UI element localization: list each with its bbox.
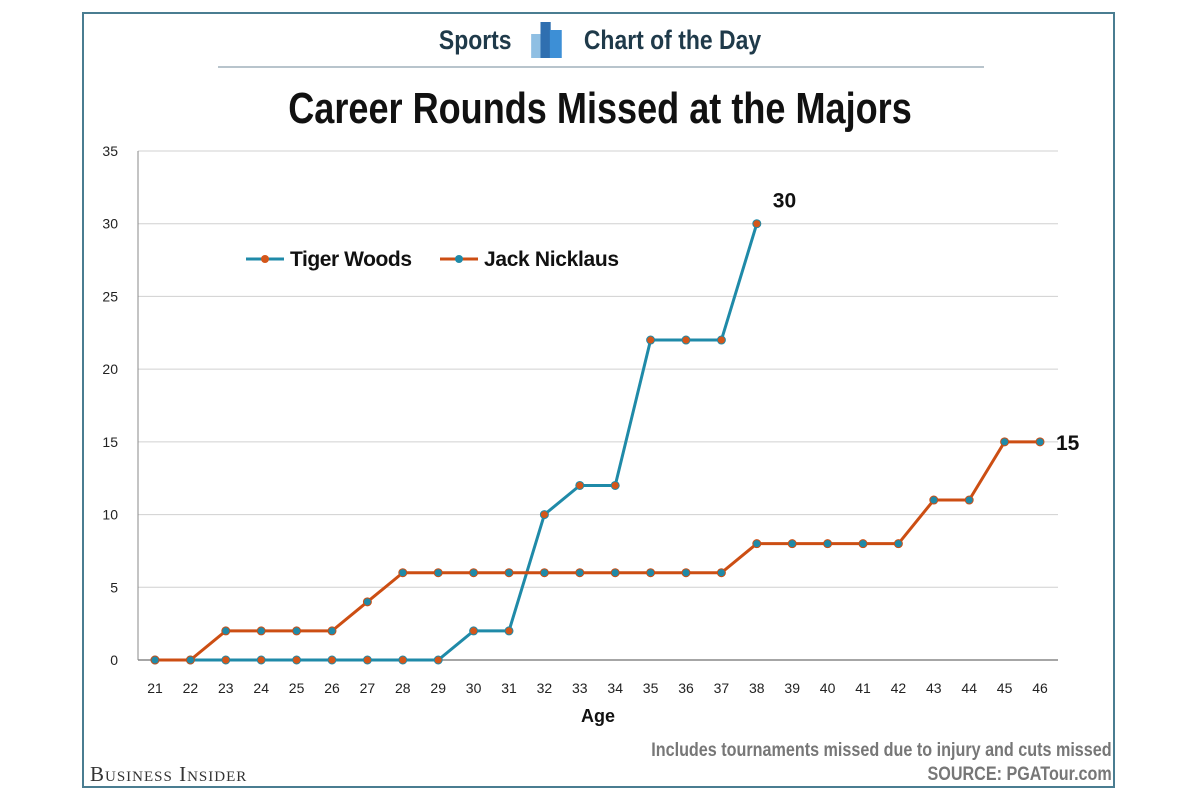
x-tick-label: 33: [572, 680, 588, 696]
x-tick-label: 31: [501, 680, 517, 696]
x-tick-label: 42: [891, 680, 907, 696]
x-tick-label: 46: [1032, 680, 1048, 696]
x-tick-label: 27: [360, 680, 376, 696]
x-tick-label: 41: [855, 680, 871, 696]
y-tick-label: 35: [102, 143, 118, 159]
data-point: [398, 655, 408, 665]
header-divider: [218, 66, 984, 68]
data-point: [292, 655, 302, 665]
x-tick-label: 23: [218, 680, 234, 696]
footnote: Includes tournaments missed due to injur…: [651, 740, 1112, 761]
data-point: [752, 539, 762, 549]
x-tick-label: 36: [678, 680, 694, 696]
data-label: 15: [1056, 432, 1080, 455]
x-tick-label: 28: [395, 680, 411, 696]
legend-label: Tiger Woods: [290, 248, 412, 271]
data-point: [823, 539, 833, 549]
x-tick-label: 38: [749, 680, 765, 696]
bar-chart-icon: [531, 22, 564, 58]
data-point: [539, 510, 549, 520]
data-point: [787, 539, 797, 549]
y-tick-label: 20: [102, 361, 118, 377]
y-tick-label: 15: [102, 434, 118, 450]
brand-logo: Business Insider: [90, 762, 248, 786]
x-tick-label: 29: [430, 680, 446, 696]
data-point: [575, 480, 585, 490]
y-tick-label: 0: [110, 652, 118, 668]
data-point: [646, 568, 656, 578]
x-tick-label: 21: [147, 680, 163, 696]
y-tick-label: 25: [102, 288, 118, 304]
x-tick-label: 22: [183, 680, 199, 696]
x-axis-label: Age: [581, 706, 615, 726]
x-tick-label: 40: [820, 680, 836, 696]
x-tick-label: 32: [537, 680, 553, 696]
data-point: [1000, 437, 1010, 447]
data-point: [469, 568, 479, 578]
data-point: [964, 495, 974, 505]
x-tick-label: 24: [253, 680, 269, 696]
data-point: [362, 655, 372, 665]
data-point: [539, 568, 549, 578]
data-point: [292, 626, 302, 636]
x-tick-label: 39: [784, 680, 800, 696]
data-point: [575, 568, 585, 578]
x-tick-label: 44: [961, 680, 977, 696]
data-point: [716, 568, 726, 578]
source-note: SOURCE: PGATour.com: [927, 764, 1112, 785]
data-point: [681, 335, 691, 345]
y-tick-label: 30: [102, 216, 118, 232]
data-point: [610, 568, 620, 578]
data-point: [327, 655, 337, 665]
chart-header: Sports Chart of the Day: [90, 22, 1110, 58]
data-point: [893, 539, 903, 549]
x-tick-label: 26: [324, 680, 340, 696]
y-tick-label: 10: [102, 507, 118, 523]
data-point: [681, 568, 691, 578]
legend-marker: [261, 255, 269, 263]
chart-frame: [82, 12, 1115, 788]
data-point: [504, 626, 514, 636]
x-tick-label: 35: [643, 680, 659, 696]
y-tick-label: 5: [110, 579, 118, 595]
data-point: [858, 539, 868, 549]
data-label: 30: [773, 190, 796, 213]
data-point: [221, 626, 231, 636]
x-tick-label: 43: [926, 680, 942, 696]
data-point: [221, 655, 231, 665]
series-line-tiger-woods: [155, 223, 759, 662]
x-tick-label: 34: [607, 680, 623, 696]
x-tick-label: 30: [466, 680, 482, 696]
data-point: [646, 335, 656, 345]
data-point: [433, 655, 443, 665]
data-point: [716, 335, 726, 345]
data-point: [469, 626, 479, 636]
legend-marker: [455, 255, 463, 263]
data-point: [1035, 437, 1045, 447]
data-point: [150, 655, 160, 665]
data-point: [504, 568, 514, 578]
data-point: [433, 568, 443, 578]
header-label: Chart of the Day: [583, 24, 762, 55]
x-tick-label: 25: [289, 680, 305, 696]
data-point: [752, 219, 762, 229]
data-point: [327, 626, 337, 636]
data-point: [398, 568, 408, 578]
x-tick-label: 45: [997, 680, 1013, 696]
data-point: [256, 655, 266, 665]
chart-title: Career Rounds Missed at the Majors: [288, 84, 912, 133]
series-line-jack-nicklaus: [155, 440, 1040, 662]
data-point: [929, 495, 939, 505]
data-point: [362, 597, 372, 607]
legend-label: Jack Nicklaus: [484, 248, 619, 271]
data-point: [185, 655, 195, 665]
section-label: Sports: [438, 24, 512, 55]
x-tick-label: 37: [714, 680, 730, 696]
data-point: [610, 480, 620, 490]
data-point: [256, 626, 266, 636]
